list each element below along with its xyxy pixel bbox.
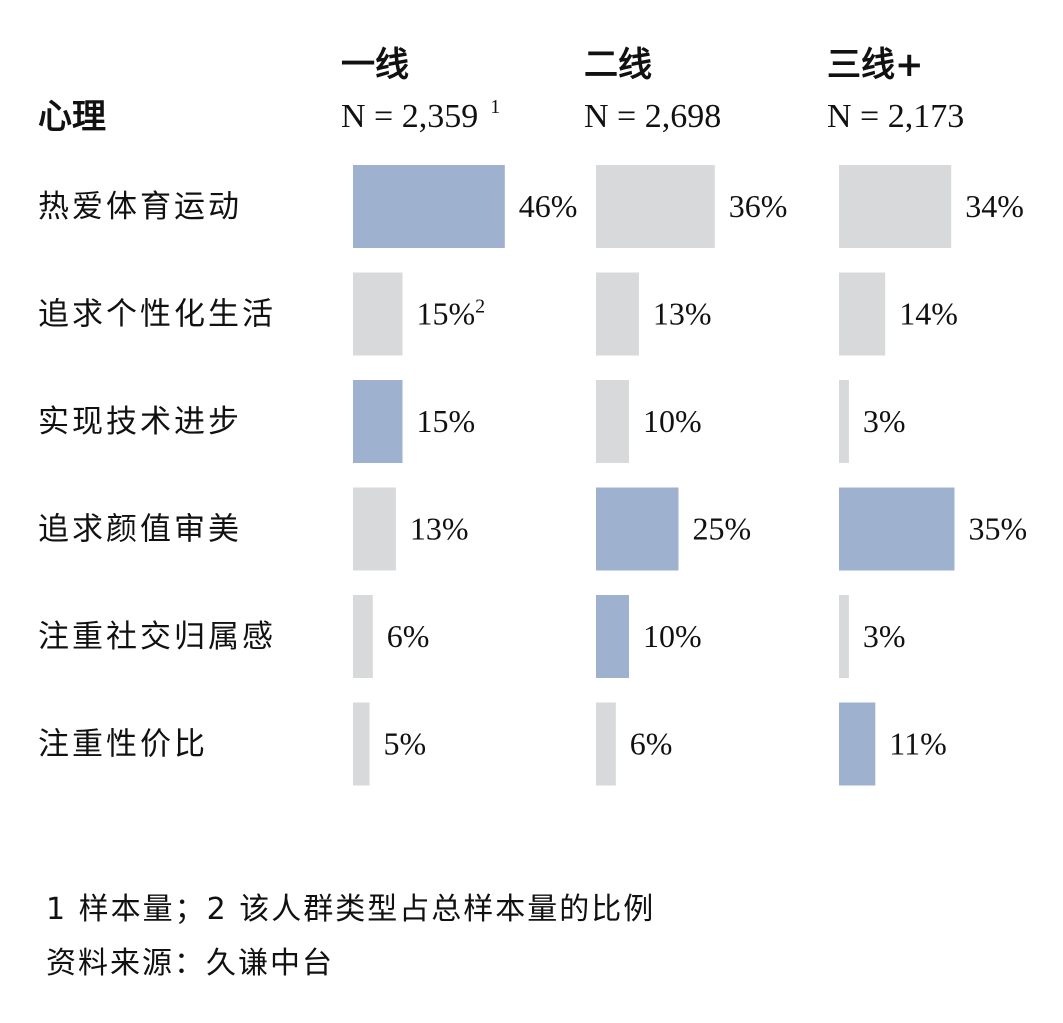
bar xyxy=(839,595,849,678)
bar xyxy=(839,702,876,786)
data-label: 15%2 xyxy=(417,296,486,332)
data-label-note: 2 xyxy=(475,296,485,318)
data-label: 3% xyxy=(863,403,906,439)
data-label: 6% xyxy=(630,726,673,762)
data-label: 34% xyxy=(965,188,1024,224)
data-label: 15% xyxy=(417,403,476,439)
data-label: 13% xyxy=(410,511,469,547)
data-label: 11% xyxy=(889,726,946,762)
row-label: 追求颜值审美 xyxy=(38,512,242,548)
footnote-text: 1 样本量；2 该人群类型占总样本量的比例 xyxy=(46,892,656,927)
column-header-3: 三线+ xyxy=(827,45,924,85)
row-label: 热爱体育运动 xyxy=(38,189,242,225)
sample-size-note: 1 xyxy=(490,96,500,118)
sample-size-1: N = 2,359 1 xyxy=(341,96,500,135)
data-label: 36% xyxy=(729,188,788,224)
chart-title: 心理 xyxy=(38,97,106,137)
data-label: 35% xyxy=(969,511,1028,547)
bar xyxy=(596,272,639,356)
data-label: 46% xyxy=(519,188,578,224)
row-label: 注重社交归属感 xyxy=(38,619,276,655)
row-label: 注重性价比 xyxy=(38,727,208,763)
bar xyxy=(596,487,679,571)
source-text: 资料来源：久谦中台 xyxy=(46,946,334,981)
data-label: 10% xyxy=(643,403,702,439)
column-header-1: 一线 xyxy=(341,45,409,85)
bar xyxy=(353,272,403,356)
bar xyxy=(839,487,955,571)
data-label: 13% xyxy=(653,296,712,332)
bar xyxy=(353,595,373,678)
bar xyxy=(596,702,616,786)
bar xyxy=(596,165,715,248)
row-label: 实现技术进步 xyxy=(38,404,242,440)
bar xyxy=(353,165,505,248)
bar xyxy=(839,272,886,356)
data-label: 14% xyxy=(899,296,958,332)
chart-canvas: 心理 一线 N = 2,359 1 二线 N = 2,698 三线+ N = 2,173 热爱体… xyxy=(38,45,1028,786)
bar xyxy=(596,380,629,463)
column-header-2: 二线 xyxy=(584,45,652,85)
data-label: 6% xyxy=(387,618,430,654)
bar xyxy=(839,380,849,463)
sample-size-2: N = 2,698 xyxy=(584,98,721,135)
bar xyxy=(353,487,396,571)
bar xyxy=(839,165,952,248)
row-label: 追求个性化生活 xyxy=(38,297,276,333)
bar xyxy=(353,380,403,463)
data-label: 10% xyxy=(643,618,702,654)
data-label: 5% xyxy=(384,726,427,762)
bar xyxy=(596,595,629,678)
data-label: 25% xyxy=(693,511,752,547)
bar xyxy=(353,702,370,786)
sample-size-3: N = 2,173 xyxy=(827,98,964,135)
data-label: 3% xyxy=(863,618,906,654)
